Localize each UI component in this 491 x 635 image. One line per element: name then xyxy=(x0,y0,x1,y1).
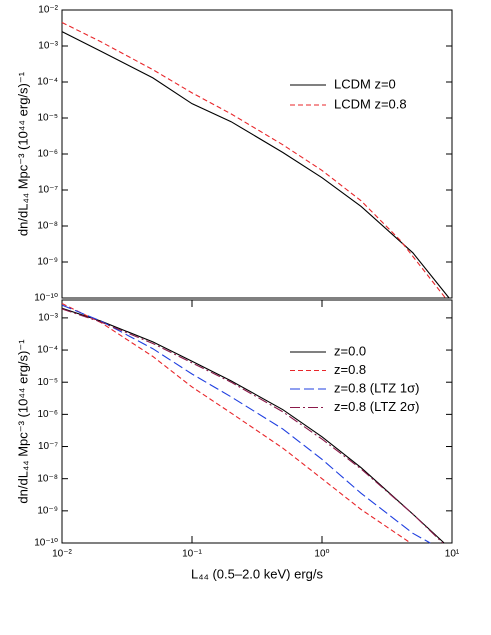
y-tick-label: 10⁻¹⁰ xyxy=(34,293,58,304)
y-tick-label: 10⁻³ xyxy=(38,313,58,324)
y-tick-label: 10⁻⁶ xyxy=(37,409,58,420)
y-tick-label: 10⁻⁹ xyxy=(37,257,58,268)
y-tick-label: 10⁻² xyxy=(38,5,58,16)
plot-frame xyxy=(61,9,453,299)
y-tick-label: 10⁻³ xyxy=(38,41,58,52)
series-line xyxy=(61,31,450,299)
series-line xyxy=(61,21,446,299)
x-tick-label: 10¹ xyxy=(445,549,460,560)
series-line xyxy=(61,304,431,544)
y-tick-label: 10⁻⁴ xyxy=(37,345,58,356)
y-tick-label: 10⁻⁷ xyxy=(38,185,58,196)
y-tick-label: 10⁻⁵ xyxy=(37,113,58,124)
y-axis-label: dn/dL₄₄ Mpc⁻³ (10⁴⁴ erg/s)⁻¹ xyxy=(15,71,30,236)
series-line xyxy=(61,307,445,544)
series-line xyxy=(61,303,411,544)
y-tick-label: 10⁻⁴ xyxy=(37,77,58,88)
plot-frame xyxy=(61,299,453,544)
legend-label: z=0.0 xyxy=(334,343,366,358)
y-tick-label: 10⁻⁸ xyxy=(37,221,58,232)
legend-label: z=0.8 (LTZ 1σ) xyxy=(334,380,419,395)
y-tick-label: 10⁻⁸ xyxy=(37,473,58,484)
series-line xyxy=(61,308,444,544)
y-tick-label: 10⁻⁷ xyxy=(38,441,58,452)
legend-label: z=0.8 xyxy=(334,362,366,377)
x-tick-label: 10⁻¹ xyxy=(182,549,202,560)
y-tick-label: 10⁻⁵ xyxy=(37,377,58,388)
legend-label: LCDM z=0 xyxy=(334,76,396,91)
x-axis-label: L₄₄ (0.5–2.0 keV) erg/s xyxy=(191,566,324,581)
x-tick-label: 10⁻² xyxy=(52,549,72,560)
y-axis-label: dn/dL₄₄ Mpc⁻³ (10⁴⁴ erg/s)⁻¹ xyxy=(15,339,30,504)
legend-label: LCDM z=0.8 xyxy=(334,96,407,111)
x-tick-label: 10⁰ xyxy=(314,549,329,560)
legend-label: z=0.8 (LTZ 2σ) xyxy=(334,399,419,414)
y-tick-label: 10⁻⁹ xyxy=(37,505,58,516)
y-tick-label: 10⁻⁶ xyxy=(37,149,58,160)
y-tick-label: 10⁻¹⁰ xyxy=(34,538,58,549)
